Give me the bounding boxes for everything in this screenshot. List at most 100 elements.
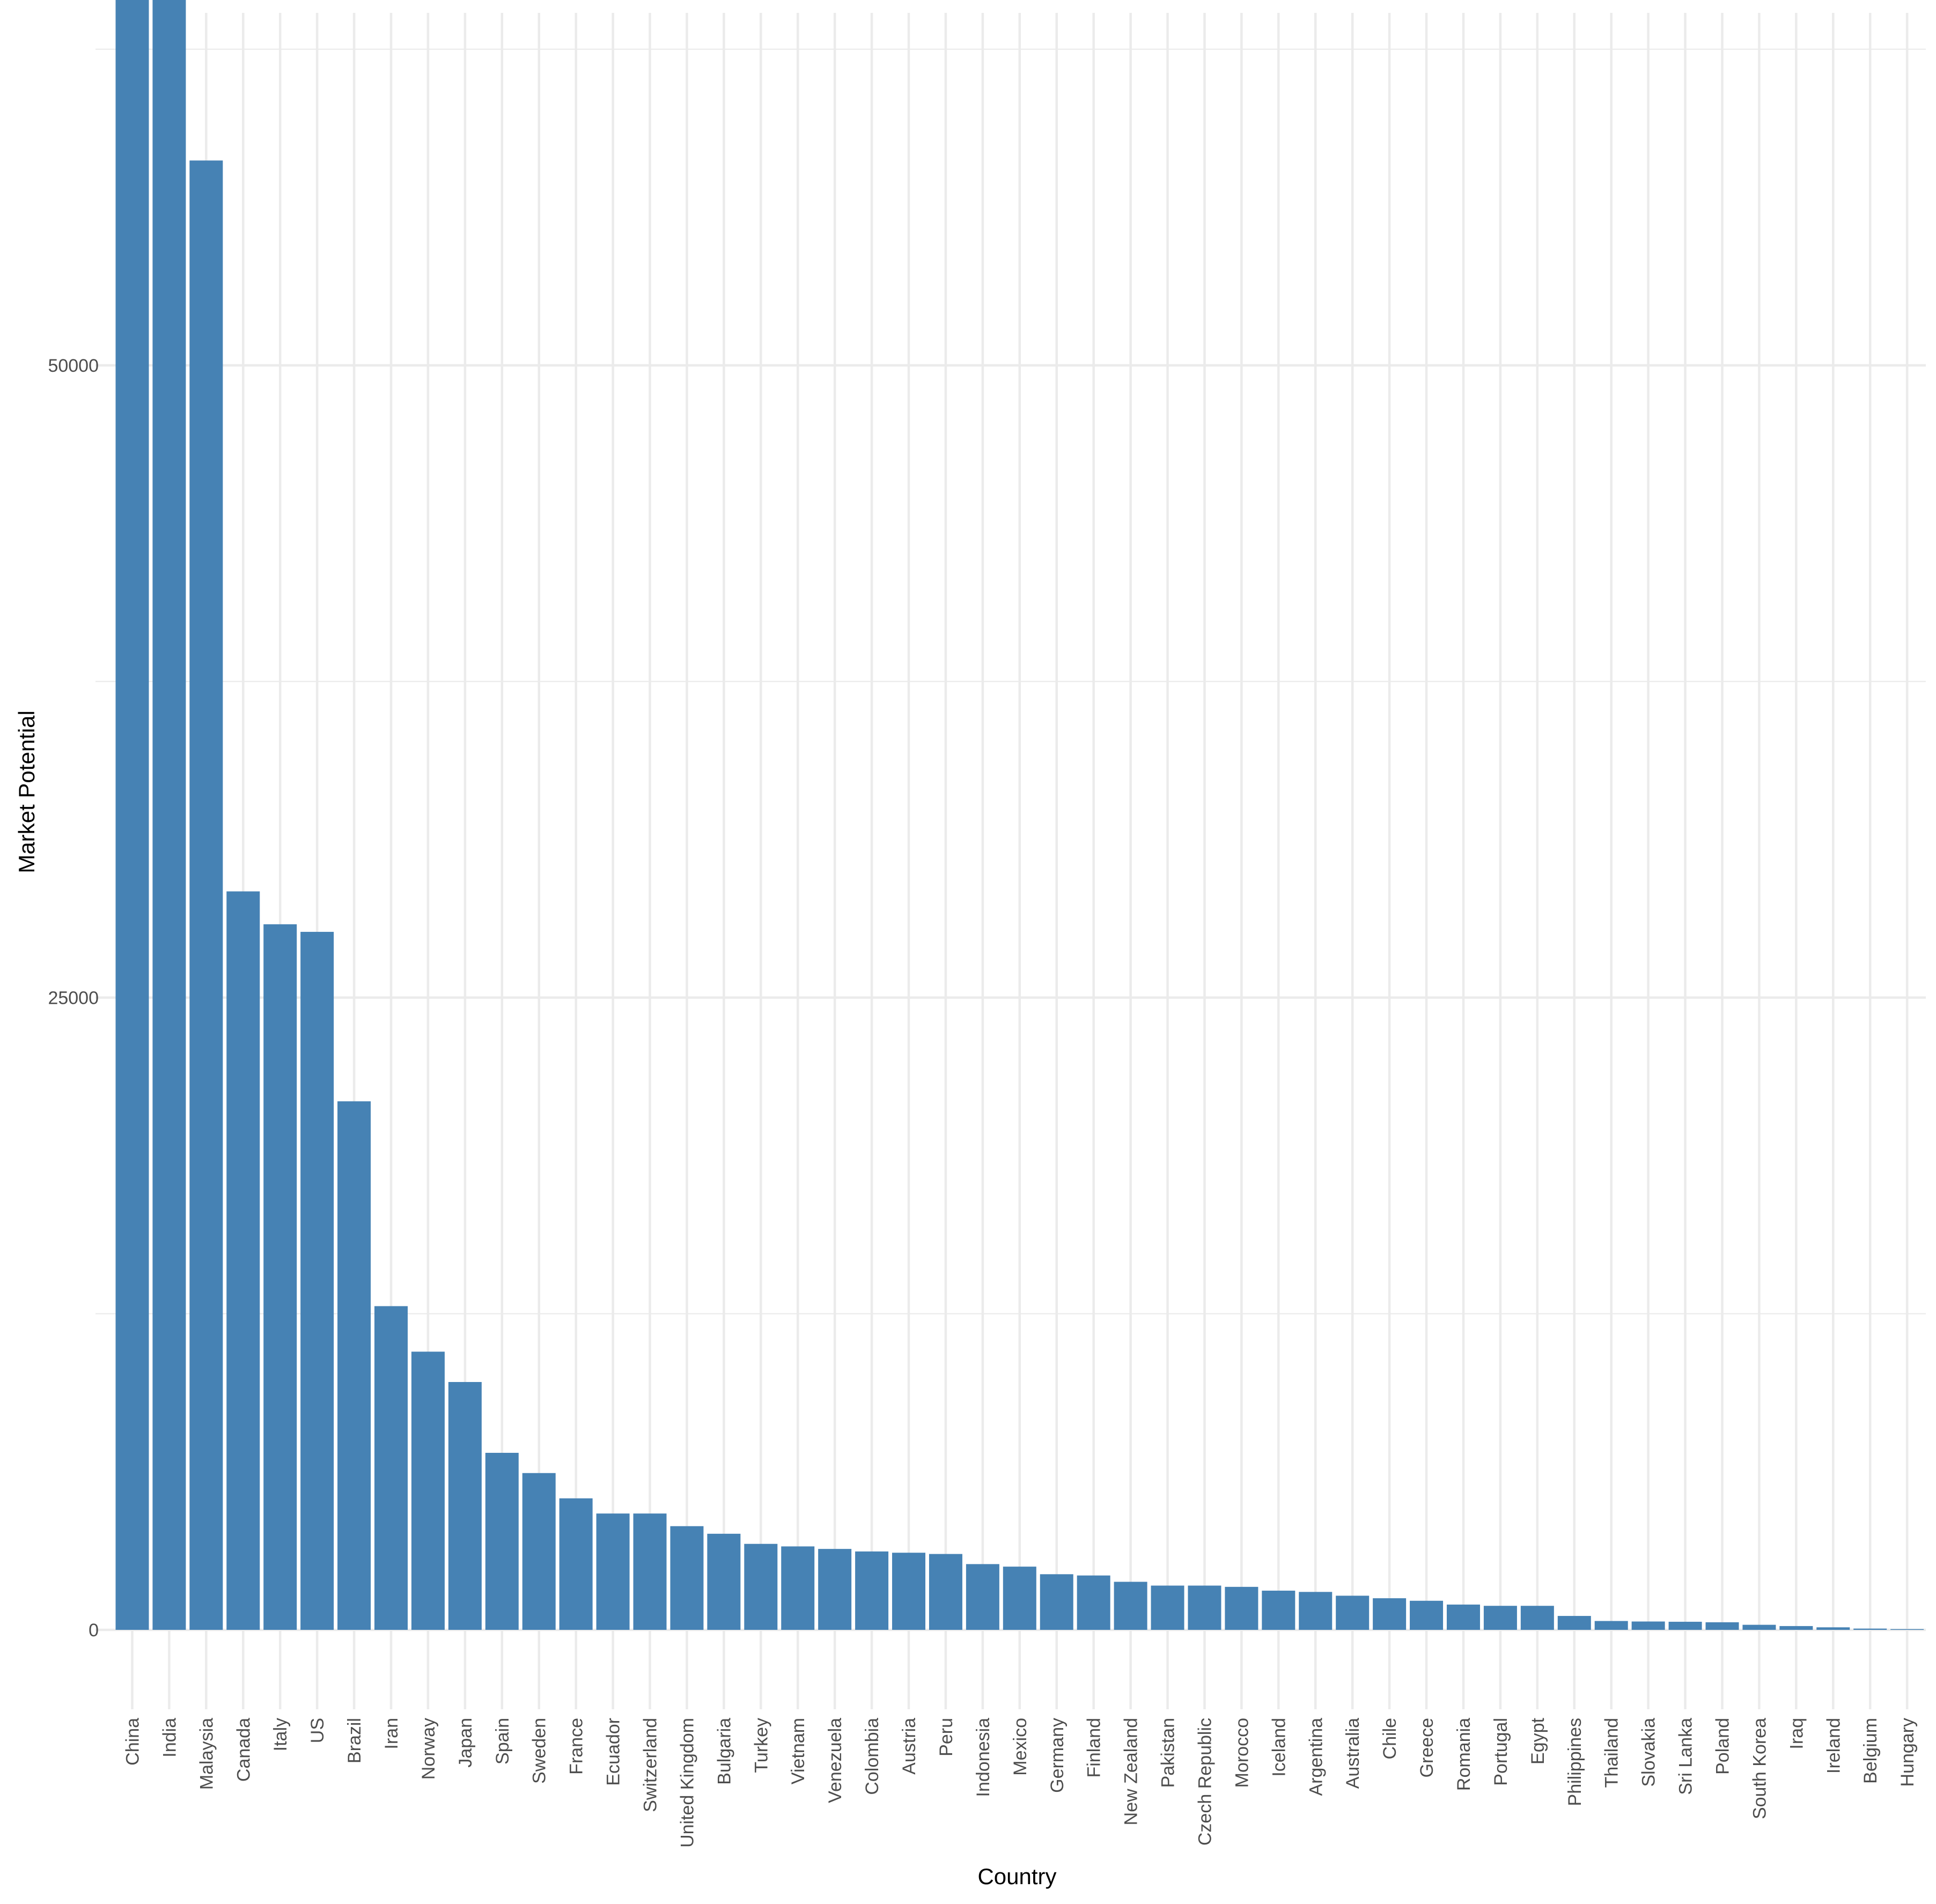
bar: [115, 0, 149, 1630]
x-tick-label: Pakistan: [1158, 1718, 1179, 1788]
x-tick-label: Slovakia: [1639, 1718, 1659, 1787]
x-tick-label: Finland: [1084, 1718, 1105, 1778]
bar: [1077, 1575, 1110, 1630]
x-tick-label: Romania: [1454, 1718, 1474, 1791]
x-tick-label: Chile: [1380, 1718, 1400, 1759]
bar: [1816, 1627, 1850, 1630]
x-tick-label: China: [123, 1718, 143, 1766]
x-tick-label: Switzerland: [641, 1718, 661, 1812]
bar: [670, 1526, 704, 1630]
x-tick-label: Hungary: [1897, 1718, 1918, 1787]
x-tick-label: Germany: [1047, 1718, 1068, 1793]
bar: [1188, 1585, 1221, 1630]
bar: [633, 1513, 667, 1630]
bar: [1225, 1586, 1258, 1630]
x-tick-label: United Kingdom: [677, 1718, 697, 1848]
bar: [300, 931, 334, 1630]
bar: [1631, 1621, 1665, 1630]
x-tick-label: France: [566, 1718, 587, 1775]
bar: [411, 1351, 445, 1630]
x-tick-label: Egypt: [1528, 1717, 1548, 1764]
bar: [1853, 1628, 1887, 1630]
x-tick-label: Australia: [1343, 1718, 1363, 1789]
bar: [1262, 1590, 1295, 1630]
x-tick-label: Portugal: [1491, 1718, 1511, 1786]
bar: [152, 0, 186, 1630]
x-tick-label: Mexico: [1010, 1718, 1030, 1776]
bar: [1742, 1624, 1776, 1630]
bar: [818, 1549, 852, 1630]
x-tick-label: Venezuela: [825, 1718, 845, 1803]
y-axis-ticks: 0250005000075000: [48, 356, 99, 1641]
bar: [485, 1453, 519, 1630]
x-tick-label: Italy: [270, 1718, 291, 1751]
x-tick-label: Vietnam: [788, 1718, 808, 1784]
x-tick-label: Morocco: [1232, 1718, 1252, 1788]
x-tick-label: New Zealand: [1121, 1718, 1142, 1825]
bar: [1705, 1622, 1739, 1630]
x-tick-label: Norway: [418, 1718, 439, 1780]
bar: [1040, 1574, 1073, 1630]
bar: [559, 1498, 593, 1630]
bar: [1668, 1621, 1702, 1630]
x-tick-label: South Korea: [1749, 1718, 1770, 1819]
x-axis-ticks: China India Malaysia Canada Italy US Brazil Ira…: [123, 1717, 1918, 1847]
y-tick-label: 0: [89, 1620, 99, 1641]
x-tick-label: Peru: [936, 1718, 956, 1756]
bar: [1003, 1567, 1036, 1630]
bar: [374, 1306, 408, 1630]
x-tick-label: Sri Lanka: [1676, 1718, 1696, 1795]
bar: [1483, 1606, 1517, 1630]
bar: [707, 1533, 741, 1630]
y-tick-label: 25000: [48, 988, 99, 1009]
x-tick-label: Argentina: [1306, 1718, 1326, 1796]
bar: [1557, 1616, 1591, 1630]
bar: [1410, 1600, 1444, 1630]
x-tick-label: Ireland: [1823, 1718, 1844, 1774]
bar: [744, 1543, 778, 1630]
bar: [1446, 1604, 1480, 1630]
bar: [226, 891, 260, 1630]
x-tick-label: Indonesia: [973, 1718, 993, 1797]
bar: [966, 1564, 999, 1630]
x-axis-title: Country: [977, 1864, 1056, 1889]
x-tick-label: Colombia: [862, 1718, 882, 1795]
x-tick-label: Canada: [233, 1718, 254, 1782]
x-tick-label: Iceland: [1269, 1718, 1289, 1777]
bar: [448, 1382, 482, 1630]
x-tick-label: Turkey: [751, 1718, 771, 1773]
bar: [596, 1513, 630, 1630]
x-tick-label: India: [159, 1718, 180, 1758]
x-tick-label: Brazil: [344, 1718, 365, 1763]
bar: [1151, 1585, 1184, 1630]
bar: [263, 924, 297, 1630]
bar: [1336, 1596, 1370, 1630]
x-tick-label: Sweden: [529, 1718, 550, 1784]
bar: [1114, 1582, 1147, 1630]
bar: [929, 1554, 962, 1630]
bar: [1373, 1598, 1407, 1630]
x-tick-label: Ecuador: [603, 1718, 624, 1786]
x-tick-label: Bulgaria: [714, 1718, 734, 1785]
bar: [337, 1101, 371, 1630]
bar: [1779, 1626, 1813, 1630]
x-tick-label: Malaysia: [196, 1718, 217, 1790]
x-tick-label: Belgium: [1860, 1718, 1881, 1784]
x-tick-label: Iran: [381, 1718, 402, 1749]
y-tick-label: 50000: [48, 356, 99, 376]
x-tick-label: Iraq: [1786, 1718, 1807, 1749]
y-axis-title: Market Potential: [14, 710, 39, 873]
x-tick-label: Thailand: [1602, 1718, 1622, 1788]
bar: [892, 1553, 926, 1630]
x-tick-label: Greece: [1417, 1718, 1437, 1778]
bar: [1520, 1606, 1554, 1630]
bar: [1594, 1621, 1628, 1630]
bar: [1299, 1592, 1333, 1630]
x-tick-label: US: [307, 1718, 328, 1743]
bars: [115, 0, 1924, 1630]
x-tick-label: Austria: [899, 1718, 919, 1775]
bar: [781, 1546, 815, 1630]
bar: [1890, 1629, 1924, 1630]
